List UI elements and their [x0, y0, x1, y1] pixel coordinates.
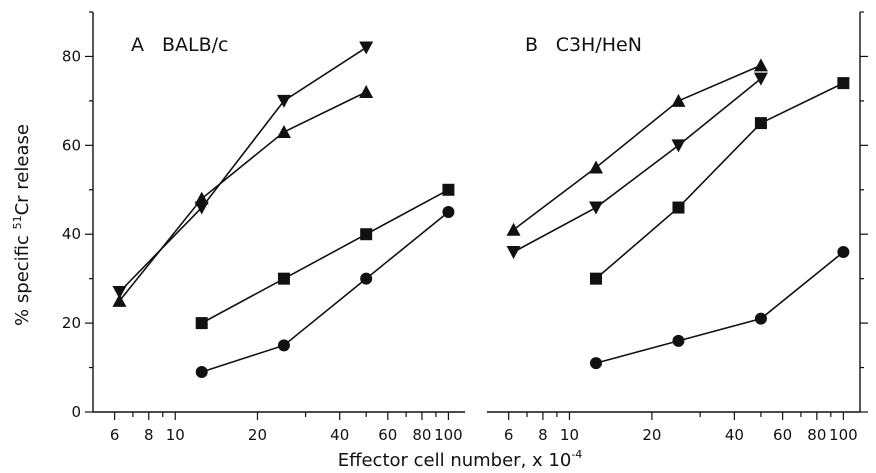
x-tick-label: 6: [504, 426, 514, 444]
data-point-square: [590, 272, 603, 285]
data-point-triangle-up: [671, 93, 686, 107]
x-axis-title-main: Effector cell number, x 10: [338, 450, 572, 471]
y-tick-label: 20: [62, 314, 81, 332]
x-tick-label: 20: [642, 426, 661, 444]
data-point-triangle-up: [506, 222, 521, 236]
x-tick-label: 60: [378, 426, 397, 444]
data-point-circle: [360, 272, 373, 285]
y-tick-label: 0: [71, 403, 81, 421]
y-axis-title-suffix: Cr release: [12, 124, 33, 215]
y-axis-title-prefix: % specific: [12, 229, 33, 326]
y-axis-title-sup: 51: [11, 215, 24, 229]
series-line: [513, 78, 762, 253]
series-square: [590, 77, 850, 285]
series-triangle-up: [506, 58, 768, 236]
data-point-square: [277, 272, 290, 285]
data-point-triangle-up: [276, 125, 291, 138]
series-line: [201, 189, 449, 324]
data-point-triangle-down: [671, 139, 686, 153]
x-tick-label: 100: [829, 426, 858, 444]
x-tick-label: 6: [110, 426, 120, 444]
panel-label: B C3H/HeN: [525, 34, 642, 56]
data-point-triangle-down: [194, 201, 209, 215]
y-tick-label: 80: [62, 47, 81, 65]
data-point-circle: [672, 334, 685, 347]
data-point-circle: [195, 366, 208, 378]
panel-letter: A: [131, 34, 144, 56]
series-square: [195, 183, 455, 330]
data-point-triangle-down: [506, 246, 521, 259]
data-point-square: [442, 183, 455, 196]
x-tick-label: 60: [773, 426, 792, 444]
series-line: [201, 211, 449, 373]
y-axis-title: % specific 51Cr release: [11, 124, 33, 326]
data-point-triangle-down: [359, 41, 374, 55]
data-point-triangle-up: [589, 160, 604, 174]
x-tick-label: 10: [560, 426, 579, 444]
data-point-square: [672, 201, 685, 214]
x-tick-label: 80: [412, 426, 431, 444]
data-point-circle: [837, 246, 850, 258]
series-circle: [195, 206, 455, 378]
x-tick-label: 8: [144, 426, 154, 444]
data-point-triangle-down: [276, 94, 291, 108]
data-point-circle: [590, 357, 603, 370]
series-line: [595, 82, 844, 280]
data-point-circle: [277, 339, 290, 352]
series-triangle-down: [506, 72, 768, 259]
x-tick-label: 20: [248, 426, 267, 444]
series-circle: [590, 246, 850, 370]
data-point-square: [754, 117, 767, 130]
x-tick-label: 100: [434, 426, 463, 444]
data-point-triangle-up: [359, 85, 374, 98]
data-point-circle: [442, 206, 455, 218]
series-line: [513, 64, 762, 231]
data-point-triangle-down: [589, 201, 604, 215]
panel-title: C3H/HeN: [556, 34, 642, 56]
data-point-square: [360, 228, 373, 241]
panel-title: BALB/c: [162, 34, 229, 56]
x-tick-label: 10: [166, 426, 185, 444]
x-tick-label: 40: [725, 426, 744, 444]
panel-letter: B: [525, 34, 538, 56]
y-tick-label: 60: [62, 136, 81, 154]
x-tick-label: 8: [538, 426, 548, 444]
data-point-square: [837, 77, 850, 90]
x-tick-label: 80: [807, 426, 826, 444]
series-line: [595, 251, 844, 364]
panel-b: 6 8 10 20 40 60 80 100 B C3H/HeN: [487, 11, 868, 444]
panel-label: A BALB/c: [131, 34, 229, 56]
data-point-triangle-up: [753, 58, 768, 72]
data-point-triangle-up: [112, 293, 127, 307]
data-point-square: [195, 317, 208, 330]
y-tick-label: 40: [62, 225, 81, 243]
data-point-circle: [754, 312, 767, 325]
x-axis-title: Effector cell number, x 10-4: [338, 448, 583, 471]
data-point-triangle-down: [753, 72, 768, 86]
x-axis-title-sup: -4: [571, 448, 582, 461]
x-tick-label: 40: [330, 426, 349, 444]
series-triangle-up: [112, 85, 374, 307]
data-point-triangle-up: [194, 191, 209, 205]
data-point-triangle-down: [112, 286, 127, 299]
series-line: [118, 91, 367, 302]
